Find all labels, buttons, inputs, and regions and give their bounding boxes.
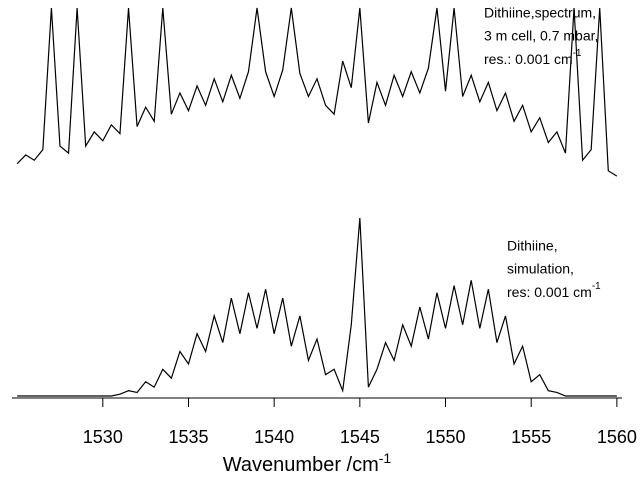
x-tick-label: 1545: [340, 427, 380, 447]
annotation-superscript: -1: [592, 281, 601, 292]
annotation: simulation,: [507, 261, 574, 277]
spectrum-line: [17, 217, 617, 397]
spectrum-line: [16, 7, 618, 177]
annotation: Dithiine,: [507, 238, 558, 254]
x-tick-label: 1560: [597, 427, 637, 447]
x-axis-label: Wavenumber /cm-1: [223, 450, 392, 477]
x-axis-label-superscript: -1: [379, 450, 392, 466]
annotation: res: 0.001 cm-1: [507, 281, 601, 300]
annotation-superscript: -1: [573, 48, 582, 59]
annotation: res.: 0.001 cm-1: [484, 48, 581, 67]
annotation: 3 m cell, 0.7 mbar,: [484, 28, 598, 44]
annotation: Dithiine,spectrum,: [484, 5, 596, 21]
annotation-text: res: 0.001 cm: [507, 284, 592, 300]
x-tick-label: 1555: [511, 427, 551, 447]
x-tick-label: 1540: [254, 427, 294, 447]
x-axis-label-text: Wavenumber /cm: [223, 454, 379, 476]
annotation-text: res.: 0.001 cm: [484, 51, 573, 67]
x-tick-label: 1530: [83, 427, 123, 447]
x-tick-label: 1550: [425, 427, 465, 447]
x-tick-label: 1535: [168, 427, 208, 447]
